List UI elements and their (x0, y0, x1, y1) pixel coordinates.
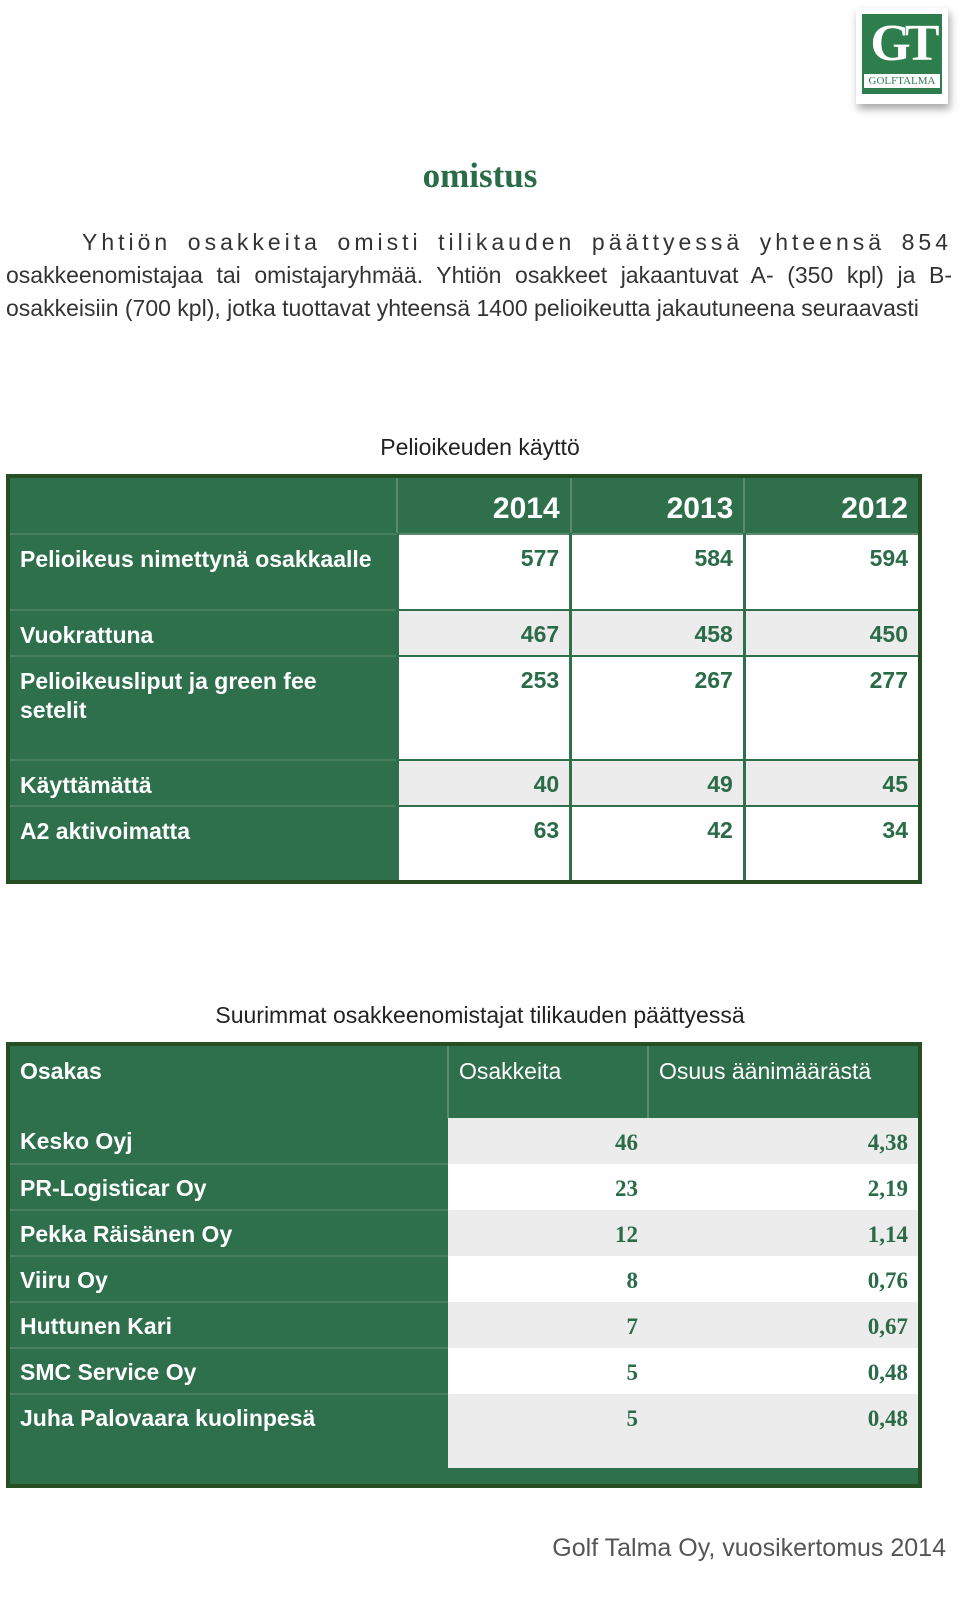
owner-name: SMC Service Oy (10, 1348, 448, 1395)
usage-value: 63 (395, 806, 571, 880)
owner-name: Kesko Oyj (10, 1118, 448, 1165)
table-row: Pekka Räisänen Oy 12 1,14 (10, 1210, 918, 1257)
owner-name: Huttunen Kari (10, 1302, 448, 1349)
owner-name: PR-Logisticar Oy (10, 1164, 448, 1211)
usage-value: 42 (569, 806, 745, 880)
usage-value: 49 (569, 760, 745, 807)
owner-vote-share: 0,48 (648, 1394, 918, 1468)
owner-shares: 5 (448, 1348, 648, 1394)
owners-header-row: Osakas Osakkeita Osuus äänimäärästä (10, 1046, 918, 1118)
usage-value: 450 (742, 610, 918, 657)
vote-share-column-header: Osuus äänimäärästä (647, 1046, 918, 1118)
usage-table-caption: Pelioikeuden käyttö (380, 434, 580, 460)
table-row: PR-Logisticar Oy 23 2,19 (10, 1164, 918, 1211)
owner-vote-share: 2,19 (648, 1164, 918, 1210)
usage-row: Pelioikeus nimettynä osakkaalle 577 584 … (10, 534, 918, 611)
logo-wordmark: GOLFTALMA (864, 74, 940, 88)
shares-column-header: Osakkeita (447, 1046, 648, 1118)
owner-shares: 12 (448, 1210, 648, 1256)
company-logo: GT GOLFTALMA (856, 8, 948, 104)
logo-badge: GT GOLFTALMA (862, 14, 942, 94)
usage-value: 34 (742, 806, 918, 880)
usage-row-label: Käyttämättä (10, 760, 397, 807)
year-header: 2013 (569, 478, 745, 535)
owner-shares: 7 (448, 1302, 648, 1348)
usage-row: Vuokrattuna 467 458 450 (10, 610, 918, 657)
usage-row-label: Pelioikeusliput ja green fee setelit (10, 656, 397, 761)
year-header: 2012 (743, 478, 918, 535)
usage-row-label: A2 aktivoimatta (20, 818, 191, 844)
table-row: Viiru Oy 8 0,76 (10, 1256, 918, 1303)
owners-table-caption: Suurimmat osakkeenomistajat tilikauden p… (215, 1002, 745, 1028)
owners-table: Osakas Osakkeita Osuus äänimäärästä Kesk… (6, 1042, 922, 1488)
intro-rest: osakkeenomistajaa tai omistajaryhmää. Yh… (6, 262, 952, 321)
year-header: 2014 (396, 478, 571, 535)
owner-vote-share: 0,76 (648, 1256, 918, 1302)
usage-row-label: Pelioikeus nimettynä osakkaalle (10, 534, 397, 611)
usage-row: A2 aktivoimatta 63 42 34 (10, 806, 918, 880)
usage-value: 45 (742, 760, 918, 807)
usage-value: 458 (569, 610, 745, 657)
owner-name: Viiru Oy (10, 1256, 448, 1303)
owner-vote-share: 1,14 (648, 1210, 918, 1256)
usage-value: 577 (395, 534, 571, 611)
table-row: Kesko Oyj 46 4,38 (10, 1118, 918, 1165)
intro-paragraph: Yhtiön osakkeita omisti tilikauden päätt… (6, 226, 952, 325)
usage-table: 2014 2013 2012 Pelioikeus nimettynä osak… (6, 474, 922, 884)
owner-shares: 8 (448, 1256, 648, 1302)
usage-header-row: 2014 2013 2012 (10, 478, 918, 535)
owner-shares: 5 (448, 1394, 648, 1468)
owner-name: Juha Palovaara kuolinpesä (20, 1405, 316, 1431)
usage-value: 40 (395, 760, 571, 807)
usage-value: 584 (569, 534, 745, 611)
intro-first-line: Yhtiön osakkeita omisti tilikauden päätt… (82, 229, 952, 255)
owner-shares: 23 (448, 1164, 648, 1210)
owner-name: Pekka Räisänen Oy (10, 1210, 448, 1257)
usage-value: 267 (569, 656, 745, 761)
table-row: Juha Palovaara kuolinpesä 5 0,48 (10, 1394, 918, 1468)
logo-letters: GT (870, 15, 939, 72)
page-footer: Golf Talma Oy, vuosikertomus 2014 (552, 1534, 946, 1562)
section-heading: omistus (422, 156, 538, 195)
usage-value: 277 (742, 656, 918, 761)
owner-vote-share: 4,38 (648, 1118, 918, 1164)
owner-vote-share: 0,67 (648, 1302, 918, 1348)
usage-value: 253 (395, 656, 571, 761)
usage-corner-cell (10, 478, 397, 535)
owner-shares: 46 (448, 1118, 648, 1164)
usage-value: 467 (395, 610, 571, 657)
owner-column-header: Osakas (20, 1058, 102, 1084)
usage-row: Pelioikeusliput ja green fee setelit 253… (10, 656, 918, 761)
usage-row-label: Vuokrattuna (10, 610, 397, 657)
usage-value: 594 (742, 534, 918, 611)
table-row: SMC Service Oy 5 0,48 (10, 1348, 918, 1395)
owner-vote-share: 0,48 (648, 1348, 918, 1394)
usage-row: Käyttämättä 40 49 45 (10, 760, 918, 807)
table-row: Huttunen Kari 7 0,67 (10, 1302, 918, 1349)
